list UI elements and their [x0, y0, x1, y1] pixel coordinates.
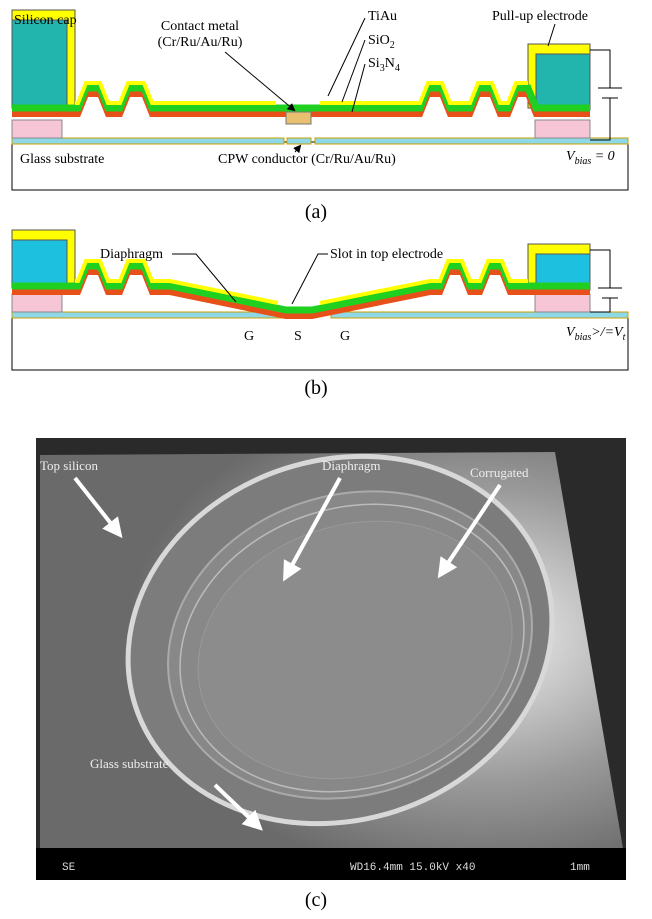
label: CPW conductor (Cr/Ru/Au/Ru) — [218, 152, 396, 167]
label: Diaphragm — [100, 247, 163, 262]
membrane — [12, 83, 590, 114]
label: 1mm — [570, 862, 590, 874]
text-part: Si — [368, 56, 380, 71]
label: WD16.4mm 15.0kV x40 — [350, 862, 475, 874]
label: Top silicon — [40, 458, 98, 473]
label: TiAu — [368, 9, 397, 24]
cpw-right — [315, 138, 628, 144]
caption: (b) — [304, 377, 327, 399]
text-part: SiO — [368, 33, 390, 48]
pointer — [292, 254, 328, 304]
substrate — [12, 314, 628, 370]
label: SE — [62, 862, 76, 874]
label: Glass substrate — [90, 756, 169, 771]
text-part: bias — [575, 156, 592, 167]
text-part: bias — [575, 332, 592, 343]
contact-metal — [286, 112, 311, 124]
pointer — [548, 24, 555, 46]
cpw-left — [12, 138, 284, 144]
label: (Cr/Ru/Au/Ru) — [158, 35, 243, 50]
text-part: >/=V — [591, 325, 624, 340]
text-part: N — [385, 56, 395, 71]
battery — [590, 50, 622, 140]
text-part: 2 — [390, 40, 395, 51]
label: G — [340, 329, 350, 344]
caption: (c) — [305, 889, 327, 911]
panel-a: Silicon cap Contact metal (Cr/Ru/Au/Ru) … — [12, 9, 628, 223]
caption: (a) — [305, 201, 327, 223]
pointer — [342, 40, 365, 102]
panel-c: Top silicon Diaphragm Corrugated Glass s… — [36, 402, 626, 911]
text-part: 4 — [395, 63, 400, 74]
info-bar — [36, 848, 626, 880]
tiau-layer — [75, 83, 276, 103]
label: Corrugated — [470, 465, 529, 480]
text-part: = 0 — [591, 149, 614, 164]
label: G — [244, 329, 254, 344]
label: Vbias = 0 — [566, 149, 615, 167]
label: Silicon cap — [14, 13, 77, 28]
label: Si3N4 — [368, 56, 400, 74]
figure: Silicon cap Contact metal (Cr/Ru/Au/Ru) … — [0, 0, 652, 919]
cpw-center — [287, 138, 311, 144]
label: Vbias>/=Vt — [566, 325, 626, 343]
label: Diaphragm — [322, 458, 380, 473]
label: SiO2 — [368, 33, 395, 51]
label: Contact metal — [161, 19, 239, 34]
spacer — [12, 120, 62, 138]
label: S — [294, 329, 302, 344]
spacer — [535, 294, 590, 312]
panel-b: Diaphragm Slot in top electrode G S G Vb… — [12, 230, 628, 399]
silicon-cap — [12, 240, 67, 288]
spacer — [12, 294, 62, 312]
silicon-cap — [536, 54, 590, 110]
label: Glass substrate — [20, 152, 104, 167]
cpw-left — [12, 312, 284, 318]
text-part: t — [623, 332, 626, 343]
membrane — [12, 261, 590, 316]
battery — [590, 250, 622, 312]
cpw-right — [331, 312, 628, 318]
silicon-cap — [12, 20, 67, 108]
label: Pull-up electrode — [492, 9, 588, 24]
label: Slot in top electrode — [330, 247, 443, 262]
spacer — [535, 120, 590, 138]
